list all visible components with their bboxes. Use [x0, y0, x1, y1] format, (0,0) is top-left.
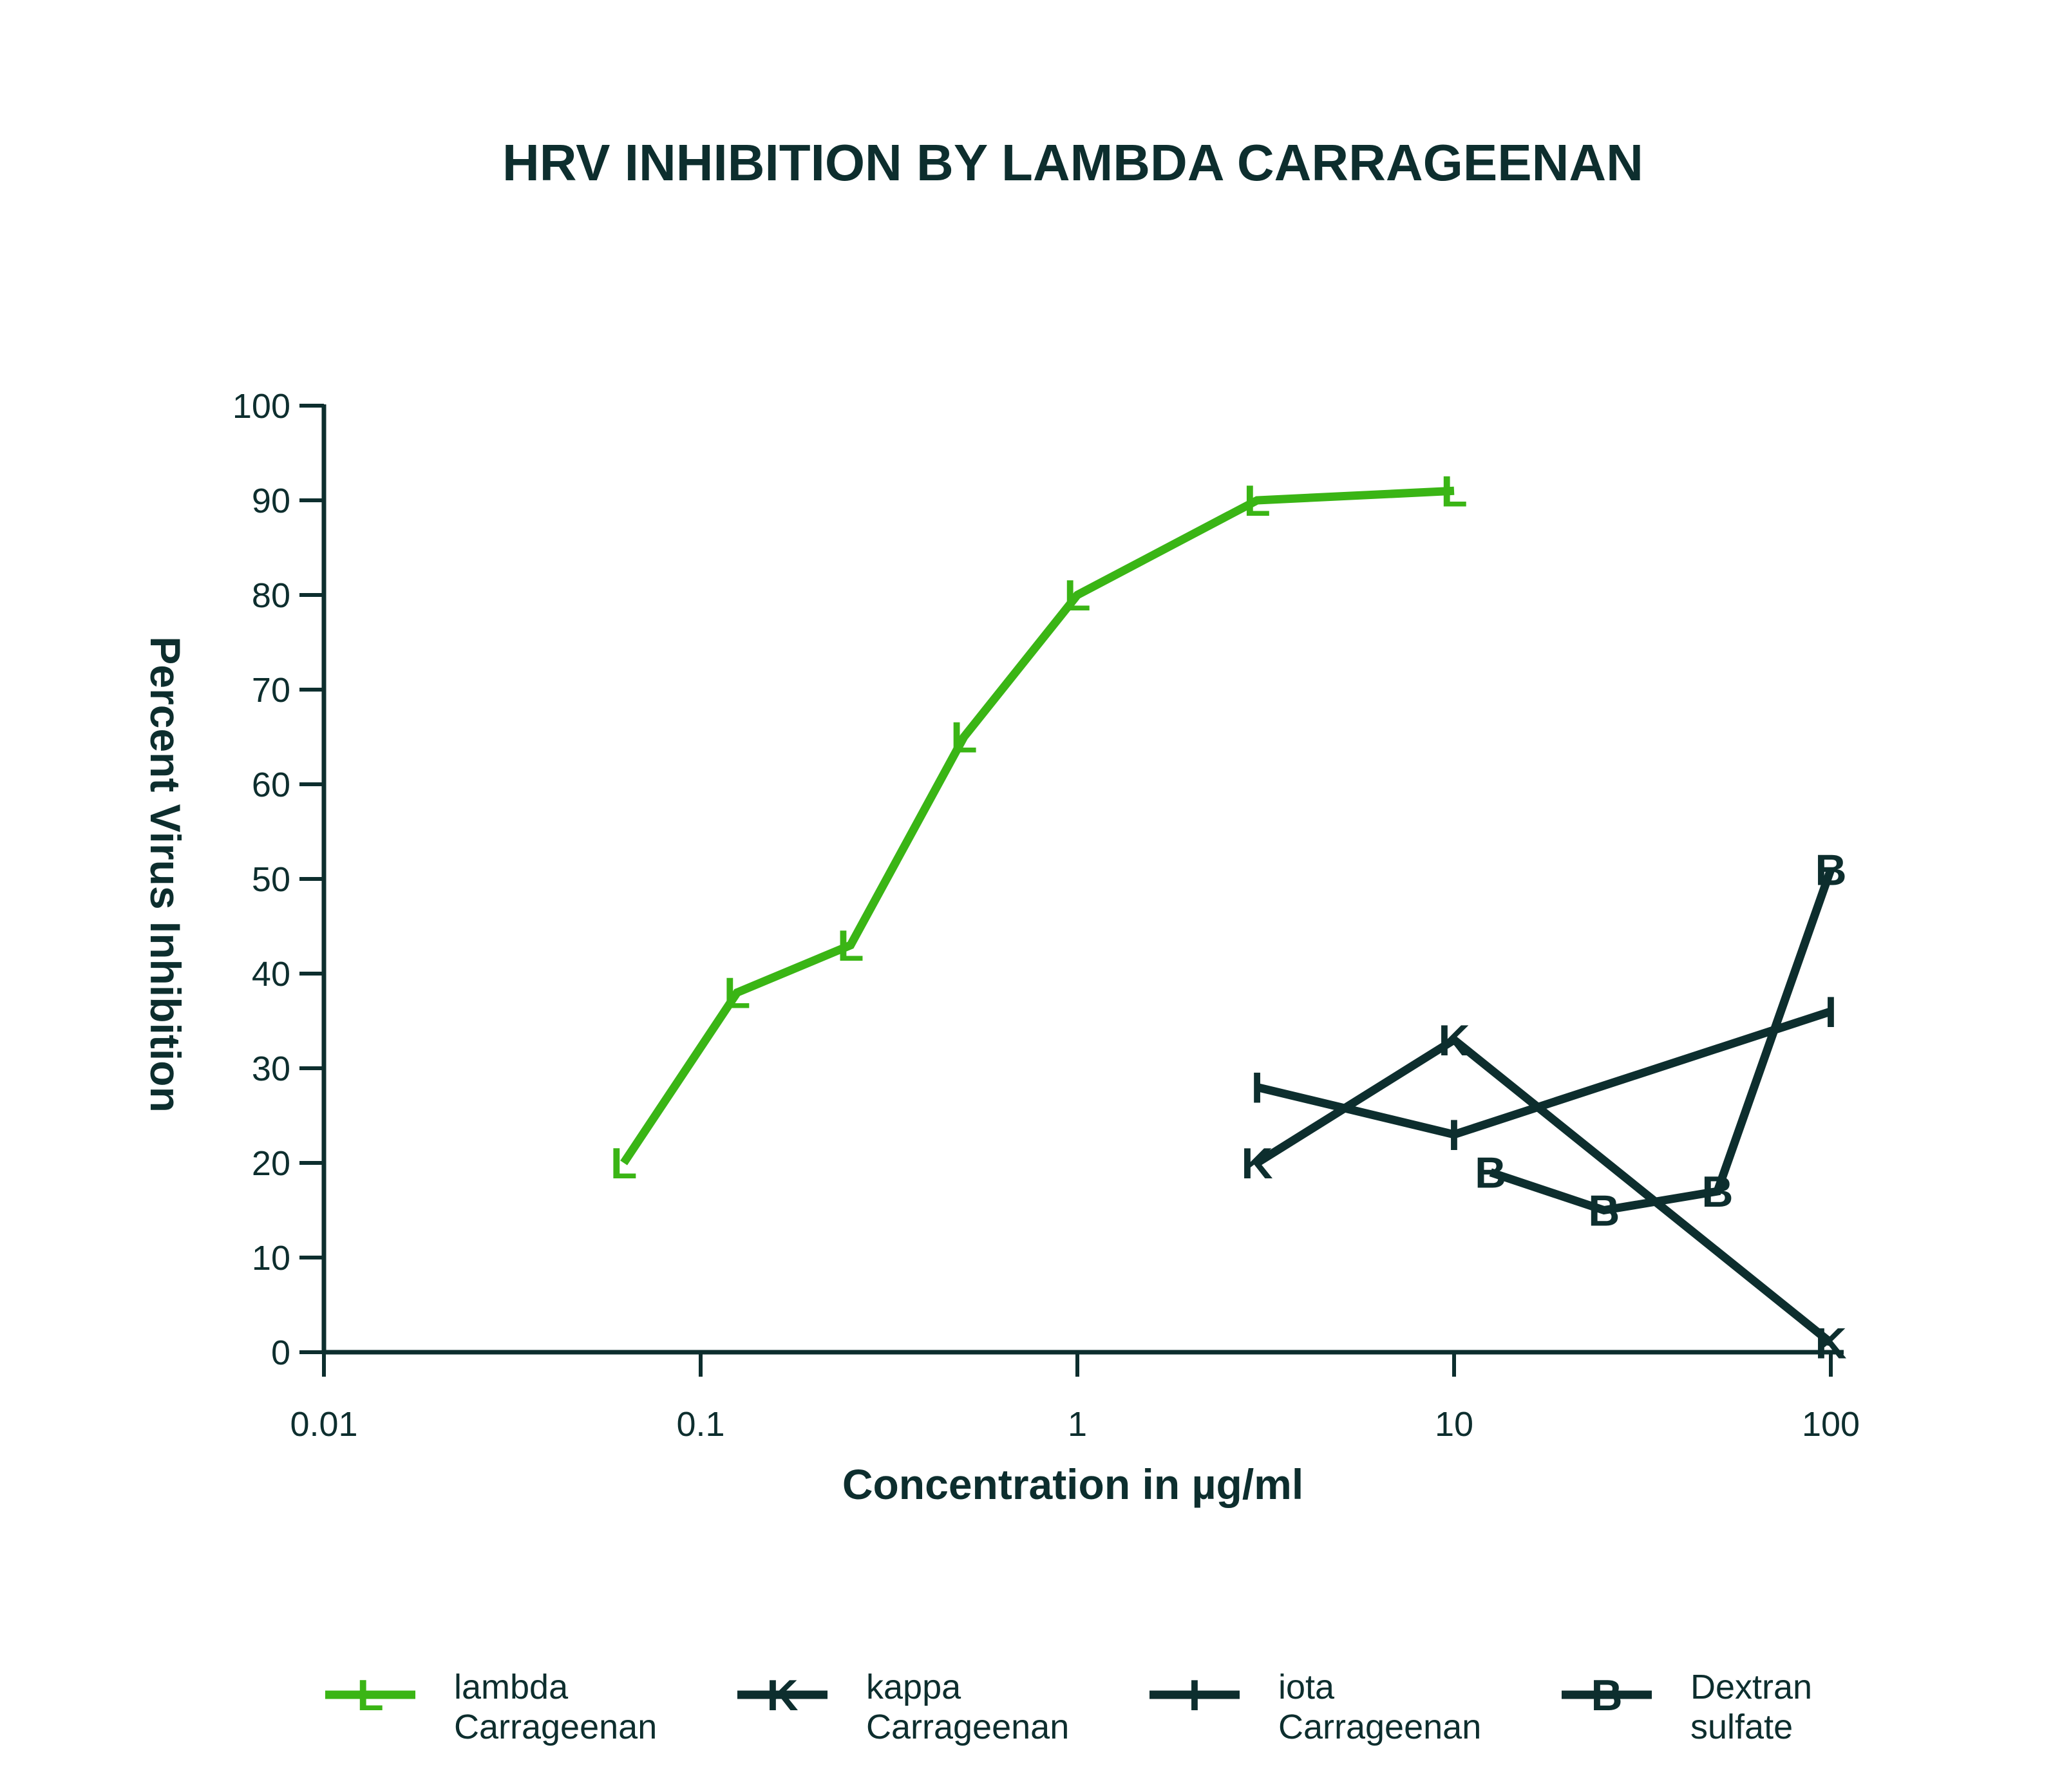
- legend-marker: K: [766, 1671, 798, 1720]
- series-line: [1256, 1007, 1833, 1139]
- data-point-marker: B: [1588, 1187, 1620, 1236]
- y-tick-label: 20: [252, 1144, 290, 1183]
- data-point-marker: L: [1064, 571, 1091, 620]
- legend-marker: L: [357, 1671, 384, 1720]
- x-tick-label: 1: [1068, 1405, 1087, 1444]
- data-point-marker: L: [724, 968, 751, 1017]
- y-tick-label: 10: [252, 1239, 290, 1278]
- y-tick-label: 0: [271, 1334, 290, 1372]
- y-tick-label: 90: [252, 482, 290, 520]
- series-l: L L L L L L L: [610, 467, 1468, 1188]
- x-tick-label: 0.1: [676, 1405, 724, 1444]
- legend-label: Carrageenan: [1278, 1708, 1481, 1746]
- legend-label: sulfate: [1690, 1708, 1793, 1746]
- y-tick-label: 40: [252, 955, 290, 994]
- data-point-marker: L: [1244, 476, 1271, 525]
- x-axis-label: Concentration in µg/ml: [842, 1460, 1303, 1508]
- legend-marker: I: [1189, 1671, 1201, 1720]
- data-point-marker: B: [1701, 1167, 1733, 1216]
- legend-label: kappa: [866, 1668, 961, 1706]
- x-tick-label: 100: [1802, 1405, 1860, 1444]
- legend-label: iota: [1278, 1668, 1335, 1706]
- data-point-marker: L: [1441, 467, 1468, 516]
- data-point-marker: L: [837, 921, 864, 970]
- y-tick-label: 50: [252, 860, 290, 899]
- legend-label: Carrageenan: [866, 1708, 1069, 1746]
- y-tick-label: 80: [252, 576, 290, 615]
- y-tick-label: 60: [252, 766, 290, 804]
- series-i: I I I: [1251, 988, 1837, 1160]
- x-tick-label: 10: [1435, 1405, 1473, 1444]
- legend-label: Carrageenan: [454, 1708, 657, 1746]
- data-point-marker: K: [1242, 1139, 1273, 1188]
- series-k: K K K: [1242, 1016, 1847, 1368]
- y-tick-label: 100: [232, 387, 290, 426]
- y-tick-label: 70: [252, 671, 290, 710]
- series-b: B B B B: [1475, 845, 1846, 1235]
- legend-marker: B: [1591, 1671, 1622, 1720]
- data-point-marker: I: [1251, 1063, 1263, 1112]
- data-point-marker: L: [951, 713, 978, 762]
- data-point-marker: K: [1438, 1016, 1470, 1065]
- y-tick-label: 30: [252, 1050, 290, 1088]
- data-point-marker: I: [1825, 988, 1837, 1037]
- x-axis: 0.01 0.1 1 10 100: [290, 1350, 1860, 1444]
- series-line: [1489, 868, 1835, 1215]
- legend-label: lambda: [454, 1668, 569, 1706]
- chart-title: HRV INHIBITION BY LAMBDA CARRAGEENAN: [502, 134, 1643, 191]
- y-axis: 0 10 20 30 40 50 60 70 80 90 100: [232, 387, 326, 1372]
- data-point-marker: L: [610, 1139, 638, 1188]
- data-point-marker: B: [1475, 1149, 1506, 1198]
- series-line: [1254, 1034, 1834, 1346]
- x-tick-label: 0.01: [290, 1405, 357, 1444]
- legend-label: Dextran: [1690, 1668, 1812, 1706]
- data-point-marker: B: [1815, 845, 1846, 894]
- data-point-marker: I: [1448, 1111, 1461, 1160]
- y-axis-label: Percent Virus Inhibition: [142, 636, 189, 1113]
- data-point-marker: K: [1815, 1319, 1846, 1368]
- series-line: [620, 486, 1455, 1165]
